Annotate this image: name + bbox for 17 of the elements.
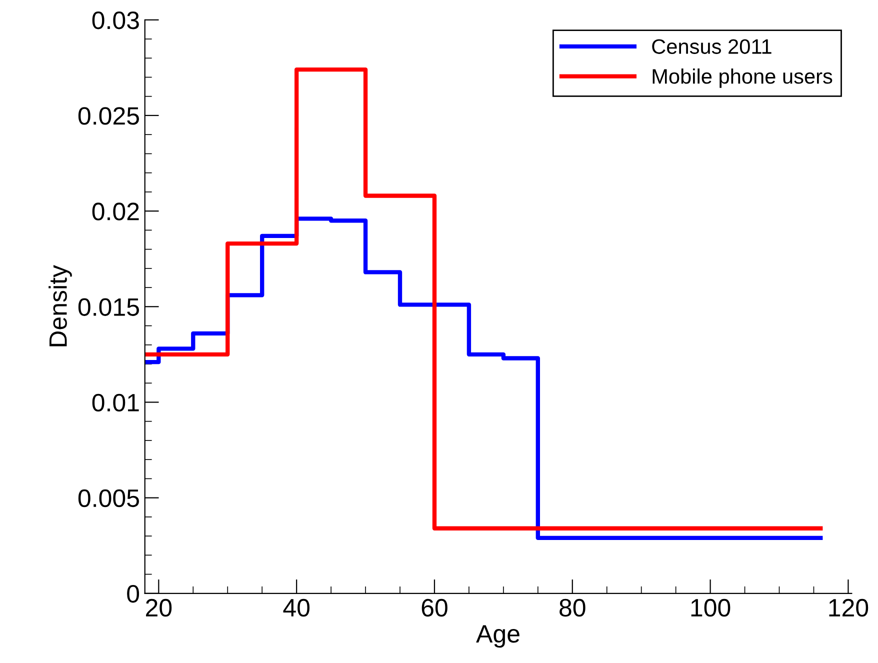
legend-label: Mobile phone users [652,68,832,88]
x-tick-label: 40 [283,598,310,617]
y-axis-title: Density [48,265,72,346]
x-tick-label: 60 [422,598,448,617]
y-tick-label: 0 [127,584,140,603]
y-tick-label: 0.025 [78,107,139,125]
legend-label: Census 2011 [652,39,772,54]
x-tick-label: 20 [146,598,172,617]
x-tick-label: 120 [829,598,868,617]
y-tick-label: 0.03 [92,11,139,30]
y-tick-label: 0.01 [92,394,139,412]
y-tick-label: 0.005 [78,489,139,508]
y-tick-label: 0.015 [78,298,139,316]
x-tick-label: 100 [691,598,730,617]
x-tick-label: 80 [560,598,586,617]
x-axis-title: Age [476,625,520,648]
y-tick-label: 0.02 [92,202,139,220]
